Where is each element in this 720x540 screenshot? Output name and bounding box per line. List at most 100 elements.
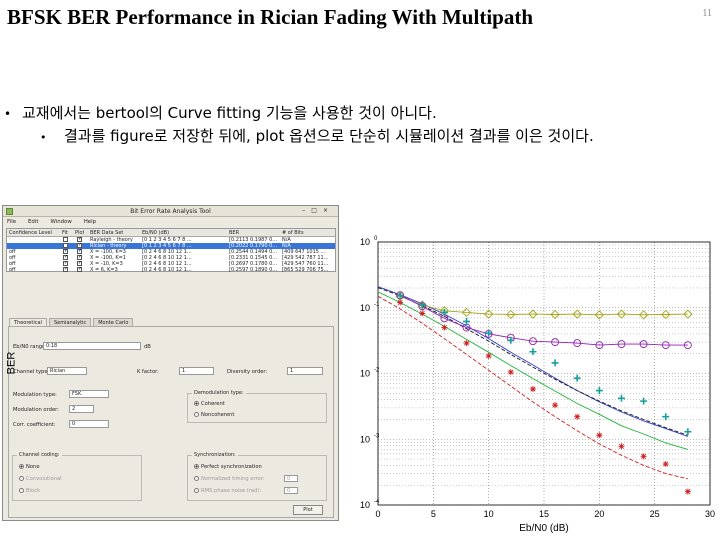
plot-frame: [377, 241, 711, 506]
corr-label: Corr. coefficient:: [13, 422, 56, 428]
series-line: [377, 291, 689, 450]
demod-group-label: Demodulation type:: [192, 390, 246, 396]
coding-convolutional[interactable]: Convolutional: [19, 476, 62, 482]
tab-monte-carlo[interactable]: Monte Carlo: [93, 318, 134, 327]
theoretical-panel: Eb/N0 range: 0:18 dB Channel type: Ricia…: [8, 326, 334, 518]
menu-window[interactable]: Window: [50, 218, 72, 225]
y-tick-label: 10: [360, 434, 370, 444]
radio-off-icon: [19, 476, 24, 481]
y-tick-exponent: -2: [374, 368, 380, 374]
col-dataset[interactable]: BER Data Set: [90, 230, 124, 236]
tab-bar: Theoretical Semianalytic Monte Carlo: [9, 318, 134, 327]
star-marker: [441, 324, 448, 331]
x-tick-label: 10: [484, 509, 494, 519]
demod-coherent[interactable]: Coherent: [194, 401, 225, 407]
sync-phase-input[interactable]: 0: [284, 487, 298, 494]
plot-button[interactable]: Plot: [293, 505, 323, 515]
col-ebno[interactable]: Eb/N0 (dB): [142, 230, 170, 236]
col-ber[interactable]: BER: [229, 230, 240, 236]
x-tick-label: 30: [705, 509, 715, 519]
series-line: [377, 295, 689, 480]
col-confidence[interactable]: Confidence Level: [9, 230, 52, 236]
star-marker: [618, 443, 625, 450]
plus-marker: [485, 329, 493, 337]
modorder-select[interactable]: 2: [69, 405, 94, 413]
kfactor-input[interactable]: 1: [179, 367, 214, 375]
tab-semianalytic[interactable]: Semianalytic: [48, 318, 92, 327]
star-marker: [552, 402, 559, 409]
ebno-unit: dB: [144, 344, 151, 350]
table-row[interactable]: off X = -10, K=3 [0 2 4 6 8 10 12 1... [0.2…: [7, 260, 335, 267]
coding-none[interactable]: None: [19, 464, 40, 470]
bullet-1-text: 교재에서는 bertool의 Curve fitting 기능을 사용한 것이 …: [22, 104, 437, 122]
star-marker: [574, 413, 581, 420]
sync-group-label: Synchronization:: [192, 452, 238, 458]
bullet-dot-icon: •: [4, 107, 12, 121]
window-controls[interactable]: –□×: [302, 207, 334, 214]
confidence-select[interactable]: off: [9, 249, 16, 255]
corr-input[interactable]: 0: [69, 420, 109, 428]
cell-bits: [429 542 787 11...: [282, 255, 329, 261]
demod-noncoherent[interactable]: Noncoherent: [194, 412, 234, 418]
diamond-marker: [528, 309, 538, 319]
diversity-input[interactable]: 1: [287, 367, 323, 375]
sync-phase[interactable]: RMS phase noise (rad):: [194, 488, 261, 494]
y-tick-exponent: -3: [374, 433, 380, 439]
plot-checkbox[interactable]: [77, 266, 82, 272]
diamond-marker: [661, 309, 671, 320]
col-bits[interactable]: # of Bits: [282, 230, 304, 236]
table-header-row: Confidence Level Fit Plot BER Data Set E…: [7, 229, 335, 237]
menu-bar: File Edit Window Help: [3, 217, 338, 226]
sync-perfect[interactable]: Perfect synchronization: [194, 464, 262, 470]
cell-name: X = -10, K=3: [90, 261, 123, 267]
x-tick-label: 20: [594, 509, 604, 519]
ber-chart-svg: 0 5 10 15 20 25 30 10 0 10 -1 10 -2 10 -3 10 -4 Eb/N0 (dB…: [360, 236, 715, 534]
menu-help[interactable]: Help: [83, 218, 97, 225]
menu-edit[interactable]: Edit: [28, 218, 39, 225]
sync-timing-input[interactable]: 0: [284, 475, 298, 482]
table-row[interactable]: off X = 6, K=3 [0 2 4 6 8 10 12 1... [0.259…: [7, 266, 335, 273]
fit-checkbox[interactable]: [63, 266, 68, 272]
col-plot[interactable]: Plot: [75, 230, 85, 236]
window-titlebar: Bit Error Rate Analysis Tool –□×: [3, 206, 338, 217]
window-title: Bit Error Rate Analysis Tool: [130, 208, 211, 215]
sync-timing[interactable]: Normalized timing error:: [194, 476, 264, 482]
star-marker: [485, 352, 492, 359]
cell-name: X = 6, K=3: [90, 267, 118, 273]
cell-ber: [0.2113 0.1987 0...: [229, 237, 278, 243]
y-axis-label: BER: [5, 351, 18, 375]
cell-ber: [0.2022 0.1790 0...: [229, 243, 278, 249]
ber-plot: 0 5 10 15 20 25 30 10 0 10 -1 10 -2 10 -3 10 -4 Eb/N0 (dB…: [340, 232, 715, 540]
cell-ebno: [0 2 4 6 8 10 12 1...: [142, 261, 192, 267]
fit-checkbox[interactable]: [63, 237, 68, 242]
modtype-select[interactable]: FSK: [69, 390, 109, 398]
diversity-label: Diversity order:: [227, 369, 268, 375]
plus-marker: [440, 308, 448, 316]
menu-file[interactable]: File: [7, 218, 17, 225]
radio-on-icon: [194, 401, 199, 406]
star-marker: [529, 386, 536, 393]
diamond-marker: [572, 309, 582, 319]
series-line: [399, 294, 688, 346]
table-row[interactable]: Rayleigh - theory [0 1 2 3 4 5 6 7 8 ... […: [7, 236, 335, 243]
col-fit[interactable]: Fit: [62, 230, 68, 236]
confidence-select[interactable]: off: [9, 255, 16, 261]
ebno-input[interactable]: 0:18: [43, 342, 141, 350]
bullet-dot-icon: •: [40, 131, 47, 144]
coding-convolutional-label: Convolutional: [26, 476, 62, 482]
cell-bits: [865 529 706 75...: [282, 267, 329, 273]
plus-marker: [529, 348, 537, 356]
diamond-marker: [594, 310, 604, 320]
tab-theoretical[interactable]: Theoretical: [9, 318, 47, 327]
cell-ebno: [0 1 2 3 4 5 6 7 8 ...: [142, 237, 192, 243]
confidence-select[interactable]: off: [9, 267, 16, 273]
coding-block[interactable]: Block: [19, 488, 40, 494]
cell-ebno: [0 1 2 3 4 5 6 7 8 ...: [142, 243, 192, 249]
channel-select[interactable]: Rician: [47, 367, 87, 375]
channel-label: Channel type:: [13, 369, 50, 375]
diamond-marker: [638, 310, 649, 320]
matlab-icon: [6, 208, 13, 215]
slide-title: BFSK BER Performance in Rician Fading Wi…: [7, 5, 534, 29]
radio-off-icon: [194, 476, 199, 481]
confidence-select[interactable]: off: [9, 261, 16, 267]
